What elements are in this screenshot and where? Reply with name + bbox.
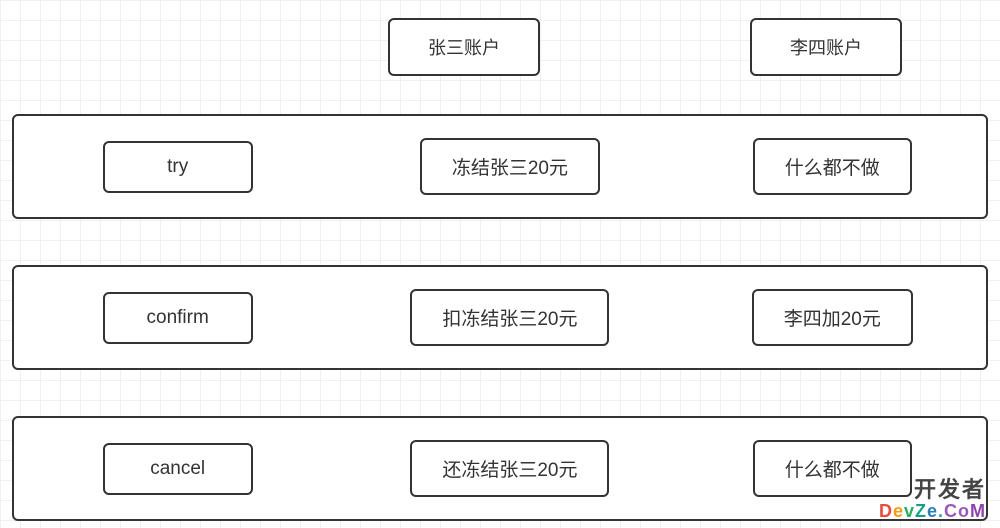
phase-try-row: try 冻结张三20元 什么都不做 bbox=[12, 114, 988, 219]
diagram-content: 张三账户 李四账户 try 冻结张三20元 什么都不做 confirm 扣冻结张… bbox=[0, 0, 1000, 521]
phase-confirm-action2-cell: 李四加20元 bbox=[679, 289, 986, 346]
watermark-line1: 开发者 bbox=[879, 478, 986, 502]
phase-cancel-action1-cell: 还冻结张三20元 bbox=[341, 440, 678, 497]
phase-confirm-action1-cell: 扣冻结张三20元 bbox=[341, 289, 678, 346]
watermark-line2: DevZe.CoM bbox=[879, 502, 986, 522]
phase-confirm-label: confirm bbox=[103, 292, 253, 344]
phase-try-action2-cell: 什么都不做 bbox=[679, 138, 986, 195]
phase-confirm-action2: 李四加20元 bbox=[752, 289, 913, 346]
watermark: 开发者 DevZe.CoM bbox=[879, 478, 986, 522]
phase-cancel-label: cancel bbox=[103, 443, 253, 495]
account2-header: 李四账户 bbox=[750, 18, 902, 76]
phase-confirm-label-cell: confirm bbox=[14, 292, 341, 344]
phase-cancel-label-cell: cancel bbox=[14, 443, 341, 495]
phase-try-label-cell: try bbox=[14, 141, 341, 193]
phase-try-label: try bbox=[103, 141, 253, 193]
account1-header: 张三账户 bbox=[388, 18, 540, 76]
phase-cancel-action1: 还冻结张三20元 bbox=[410, 440, 609, 497]
header-row: 张三账户 李四账户 bbox=[0, 18, 1000, 76]
phase-try-action2: 什么都不做 bbox=[753, 138, 912, 195]
phase-cancel-row: cancel 还冻结张三20元 什么都不做 bbox=[12, 416, 988, 521]
phase-confirm-action1: 扣冻结张三20元 bbox=[410, 289, 609, 346]
phase-confirm-row: confirm 扣冻结张三20元 李四加20元 bbox=[12, 265, 988, 370]
phase-try-action1: 冻结张三20元 bbox=[420, 138, 600, 195]
phase-try-action1-cell: 冻结张三20元 bbox=[341, 138, 678, 195]
